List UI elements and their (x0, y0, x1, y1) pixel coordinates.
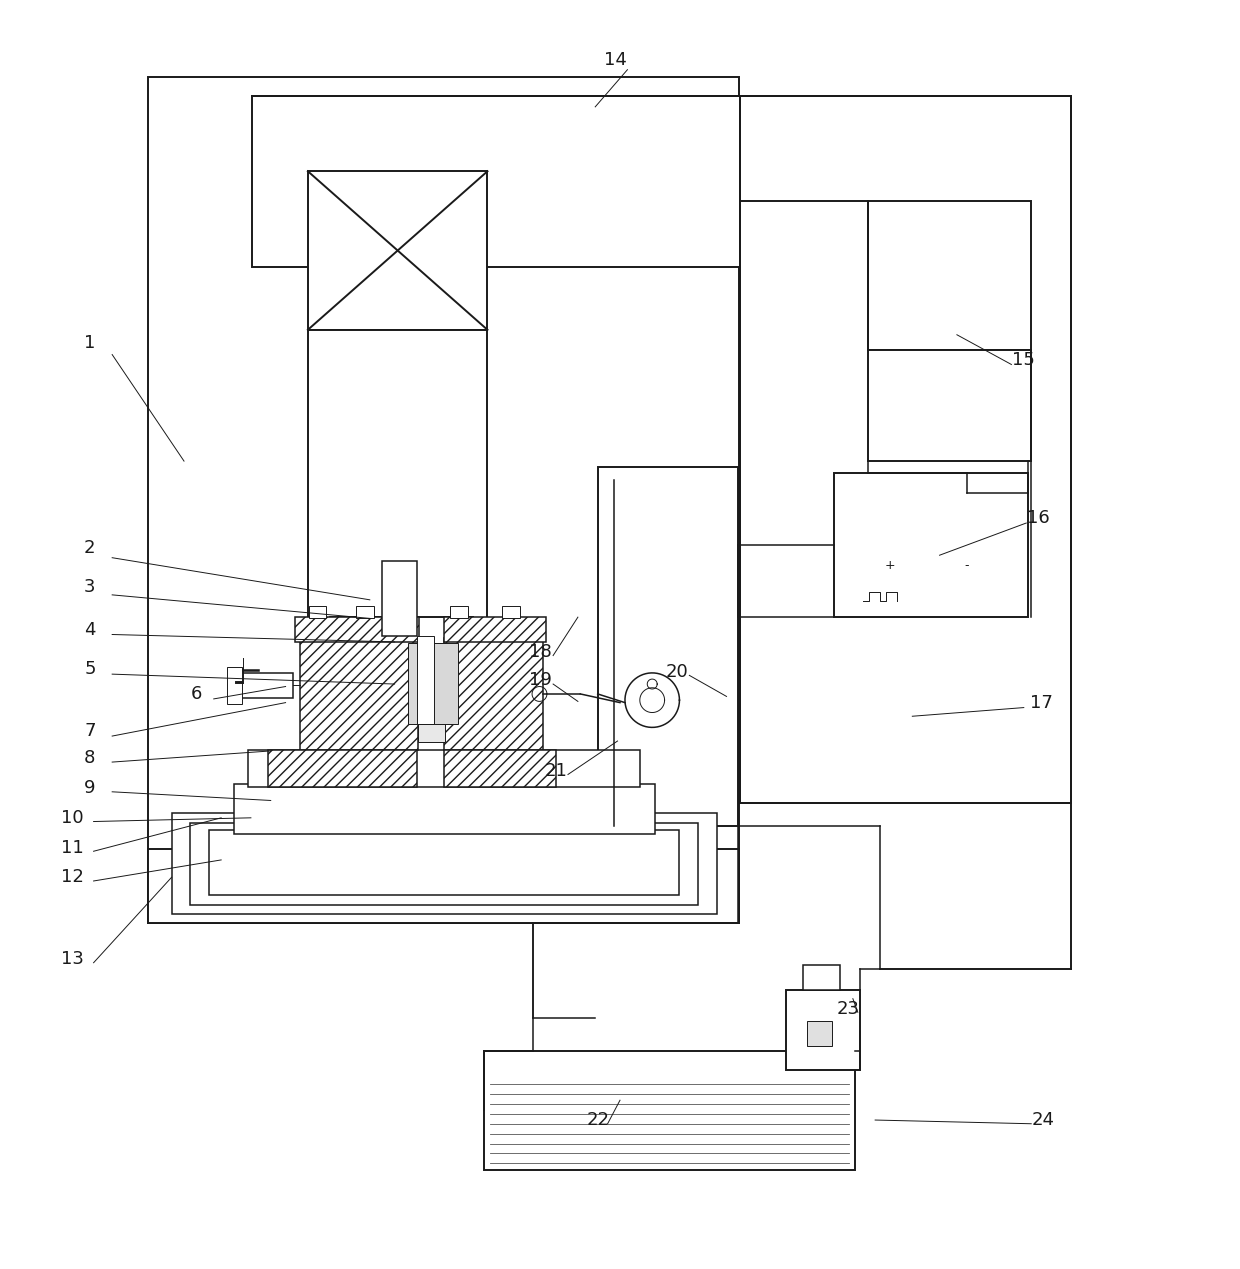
Text: 9: 9 (84, 779, 95, 797)
Bar (295, 617, 419, 642)
Text: 18: 18 (529, 643, 552, 661)
Bar (740, 95, 1071, 803)
Text: 21: 21 (544, 761, 567, 779)
Bar (252, 95, 740, 266)
Bar (444, 750, 556, 787)
Text: 15: 15 (1012, 350, 1035, 368)
Bar (233, 673, 293, 698)
Text: 13: 13 (61, 950, 84, 968)
Text: 10: 10 (61, 808, 84, 827)
Bar (444, 638, 543, 750)
Text: 19: 19 (529, 671, 552, 689)
Bar (208, 830, 680, 895)
Bar (484, 1051, 856, 1170)
Text: 8: 8 (84, 750, 95, 768)
Text: 6: 6 (191, 685, 202, 703)
Bar (148, 849, 739, 923)
Bar (418, 706, 445, 742)
Bar (807, 1022, 832, 1046)
Text: 23: 23 (837, 1000, 859, 1018)
Bar (308, 171, 487, 330)
Bar (382, 561, 417, 636)
Text: 12: 12 (61, 868, 84, 886)
Text: 4: 4 (84, 621, 95, 638)
Bar (227, 666, 242, 704)
Text: 17: 17 (1029, 694, 1053, 712)
Bar (171, 813, 717, 915)
Text: 16: 16 (1027, 509, 1050, 527)
Text: 20: 20 (666, 662, 688, 680)
Text: 14: 14 (604, 51, 626, 69)
Bar (330, 617, 472, 645)
Bar (417, 636, 434, 723)
Text: 2: 2 (84, 539, 95, 557)
Bar (502, 607, 520, 618)
Text: -: - (965, 558, 970, 571)
Bar (233, 784, 655, 834)
Bar (148, 77, 739, 923)
Text: 3: 3 (84, 579, 95, 596)
Bar (268, 750, 417, 787)
Text: +: + (884, 558, 895, 571)
Bar (835, 473, 1028, 617)
Text: 5: 5 (84, 660, 95, 678)
Text: 24: 24 (1032, 1112, 1055, 1129)
Bar (308, 330, 487, 636)
Bar (300, 638, 418, 750)
Bar (356, 607, 373, 618)
Bar (190, 822, 698, 905)
Text: 22: 22 (587, 1112, 609, 1129)
Bar (868, 201, 1032, 350)
Bar (309, 607, 326, 618)
Bar (804, 966, 841, 990)
Bar (248, 750, 640, 787)
Bar (450, 607, 467, 618)
Text: 1: 1 (84, 335, 95, 353)
Bar (868, 350, 1032, 461)
Text: 11: 11 (61, 839, 84, 857)
Text: 7: 7 (84, 722, 95, 740)
Bar (786, 990, 861, 1071)
Bar (444, 617, 546, 642)
Bar (598, 467, 738, 826)
Bar (408, 643, 458, 723)
